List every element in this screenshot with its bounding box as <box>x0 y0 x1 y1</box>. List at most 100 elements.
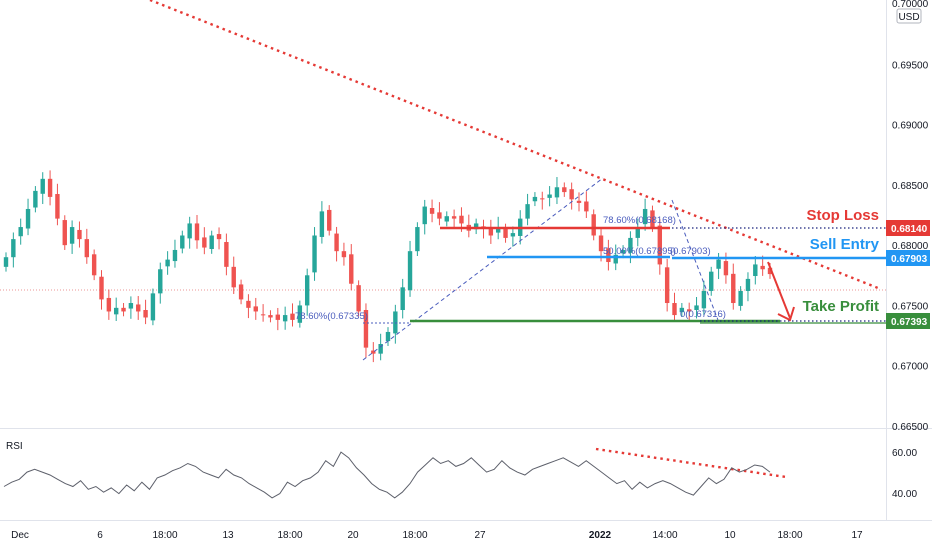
candle-body <box>128 303 134 309</box>
candle-body <box>437 212 442 219</box>
candle-body <box>3 257 9 267</box>
candle-body <box>216 234 222 240</box>
candle-body <box>158 269 163 294</box>
candle-body <box>657 225 663 265</box>
candle-body <box>18 227 23 237</box>
candle-body <box>334 233 339 252</box>
candle-body <box>716 259 721 269</box>
candle-body <box>349 254 354 284</box>
time-tick-label: 27 <box>474 530 486 541</box>
candle-body <box>143 310 148 318</box>
candle-body <box>686 309 692 312</box>
sell-entry-price: 0.67903 <box>891 254 928 265</box>
candle-body <box>238 284 244 300</box>
candle-body <box>679 307 685 313</box>
candle-body <box>738 290 743 306</box>
candle-body <box>202 237 207 248</box>
price-tick-label: 0.68500 <box>892 181 929 192</box>
candle-body <box>231 266 236 288</box>
fib-label-2: 50.00%(0.67895) <box>603 246 676 257</box>
price-tick-label: 0.68000 <box>892 241 929 252</box>
candle-body <box>422 206 427 225</box>
candle-body <box>723 261 729 276</box>
rsi-tick-60: 60.00 <box>892 448 917 459</box>
candle-body <box>69 227 75 244</box>
candle-body <box>532 196 538 202</box>
candle-body <box>554 187 560 198</box>
candle-body <box>672 303 677 316</box>
fib-label-1: 78.60%(0.68168) <box>603 215 676 226</box>
fib-label-5: 0(0.67316) <box>680 309 726 320</box>
candle-body <box>47 178 53 197</box>
candle-body <box>172 249 178 262</box>
candle-body <box>327 209 332 231</box>
candle-body <box>547 194 552 198</box>
candle-body <box>753 264 758 277</box>
time-tick-label: 18:00 <box>152 530 177 541</box>
candle-body <box>55 194 60 219</box>
price-axis-top-label: 0.70000 <box>892 0 929 10</box>
candle-body <box>150 293 156 321</box>
candle-body <box>341 251 347 258</box>
candle-body <box>613 254 618 264</box>
currency-label: USD <box>898 12 919 23</box>
candle-body <box>363 310 369 348</box>
time-tick-label: 17 <box>851 530 863 541</box>
take-profit-price: 0.67393 <box>891 317 928 328</box>
rsi-trendline <box>595 447 787 479</box>
price-tick-label: 0.69500 <box>892 60 929 71</box>
candle-body <box>224 242 229 267</box>
candle-body <box>525 204 530 219</box>
stop-loss-tag <box>886 220 930 236</box>
candle-body <box>113 307 119 315</box>
candle-body <box>33 190 38 208</box>
candle-body <box>121 307 126 312</box>
candle-body <box>444 216 449 222</box>
candle-body <box>136 304 141 312</box>
candle-body <box>569 189 574 200</box>
stop-loss-price: 0.68140 <box>891 224 928 235</box>
candle-body <box>650 210 655 228</box>
candle-body <box>767 267 773 275</box>
candle-body <box>591 214 596 236</box>
candle-body <box>385 331 391 342</box>
candle-body <box>731 273 736 304</box>
candle-body <box>540 198 545 200</box>
fib-swing-line-2 <box>671 199 719 321</box>
candle-body <box>495 227 501 233</box>
candle-body <box>760 265 765 270</box>
candle-body <box>598 235 604 252</box>
candle-body <box>25 208 31 229</box>
candle-body <box>562 187 567 193</box>
candle-body <box>415 227 420 252</box>
price-tick-label: 0.67000 <box>892 362 929 373</box>
candle-body <box>91 254 97 276</box>
candle-body <box>576 200 582 203</box>
sell-entry-tag <box>886 250 930 266</box>
candle-body <box>628 237 633 253</box>
candle-body <box>304 275 310 306</box>
target-arrow <box>767 261 795 322</box>
time-tick-label: 20 <box>347 530 359 541</box>
candle-body <box>297 305 303 323</box>
price-tick-label: 0.69000 <box>892 121 929 132</box>
candle-body <box>701 290 707 309</box>
candle-body <box>664 267 670 304</box>
candle-body <box>694 305 699 311</box>
downtrend-line <box>149 0 879 290</box>
currency-badge <box>896 8 922 24</box>
candle-body <box>209 235 214 250</box>
candle-body <box>253 306 258 312</box>
candle-body <box>378 344 383 354</box>
candle-body <box>371 350 376 354</box>
candle-body <box>488 228 494 236</box>
candle-body <box>620 249 626 254</box>
time-tick-label: 18:00 <box>402 530 427 541</box>
candle-body <box>400 287 405 311</box>
candle-body <box>451 216 457 219</box>
candle-body <box>473 223 479 230</box>
rsi-label: RSI <box>6 441 23 452</box>
time-tick-label: 2022 <box>589 530 612 541</box>
fib-swing-line-1 <box>362 177 604 361</box>
